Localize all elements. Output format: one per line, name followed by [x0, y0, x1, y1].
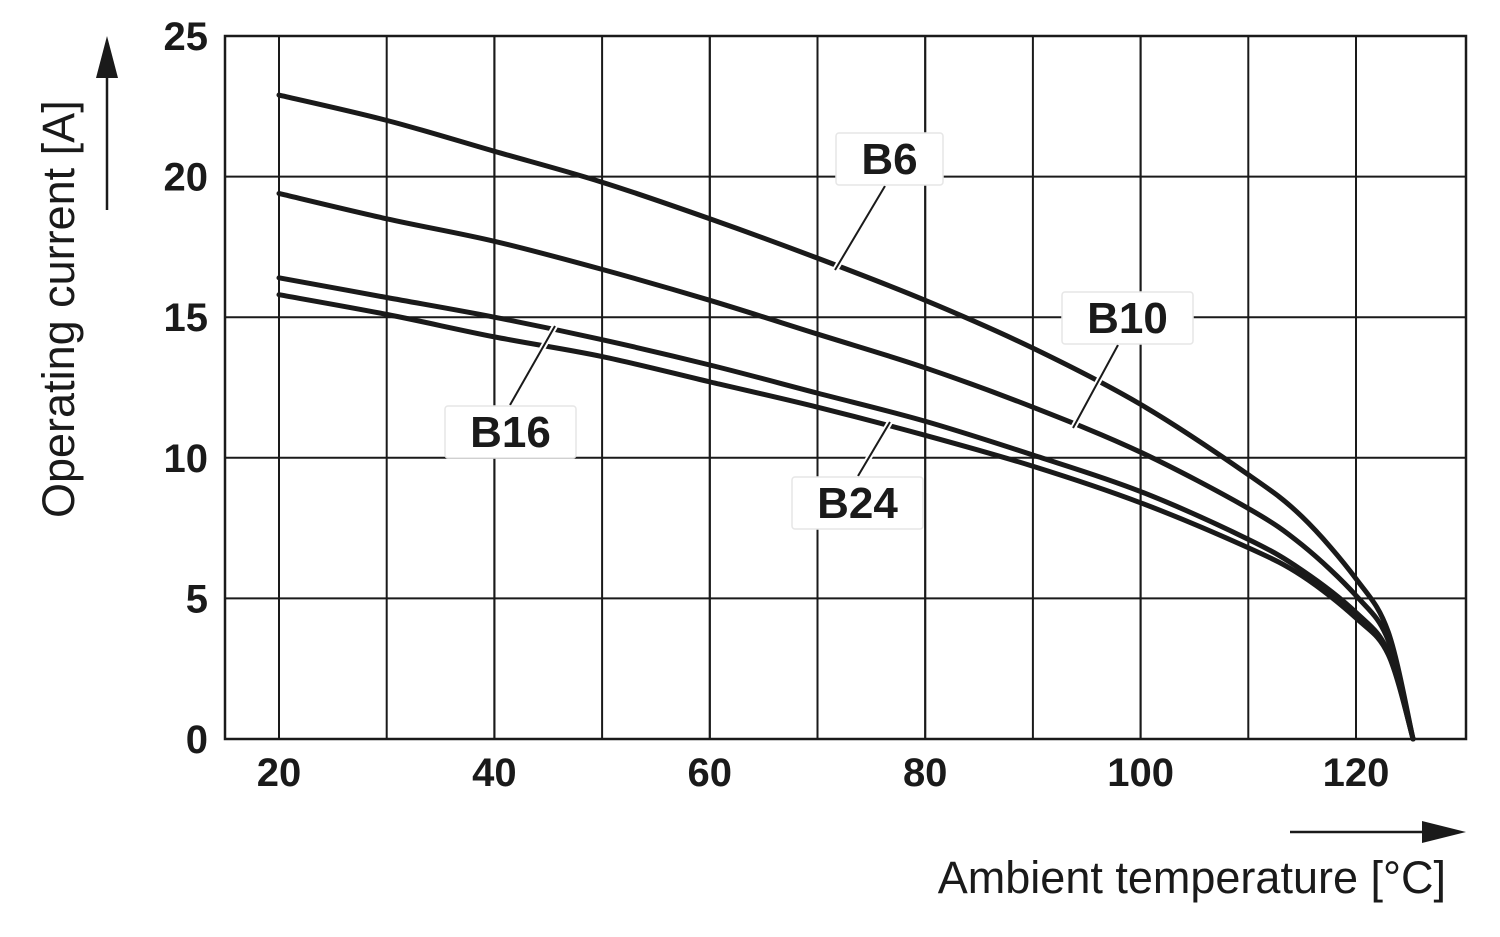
series-line-b6: [276, 92, 1416, 742]
plot-frame: [223, 34, 1468, 741]
label-box-b24: [791, 476, 924, 530]
y-tick-label: 25: [164, 15, 209, 59]
label-box-b16: [444, 405, 577, 459]
leader-line-b6: [834, 185, 886, 271]
x-tick-labels: 20 40 60 80 100 120: [257, 751, 1390, 795]
y-tick-labels: 0 5 10 15 20 25: [164, 15, 209, 762]
y-tick-label: 10: [164, 437, 209, 481]
series-line-b10: [276, 190, 1416, 742]
x-tick-label: 40: [472, 751, 517, 795]
series-line-b16: [276, 275, 1416, 742]
label-box-b6: [835, 132, 944, 186]
series-line-b24: [276, 292, 1416, 742]
leader-line-b10: [1072, 344, 1119, 429]
x-axis-title: Ambient temperature [°C]: [938, 852, 1446, 903]
y-tick-label: 0: [186, 718, 208, 762]
x-tick-label: 60: [688, 751, 733, 795]
series-label-b6: B6: [861, 135, 917, 184]
series-label-b16: B16: [470, 408, 551, 457]
y-tick-label: 5: [186, 577, 208, 621]
x-tick-label: 20: [257, 751, 302, 795]
x-tick-label: 120: [1323, 751, 1390, 795]
x-tick-label: 80: [903, 751, 948, 795]
y-tick-label: 15: [164, 296, 209, 340]
series-label-b10: B10: [1087, 294, 1168, 343]
label-box-b10: [1061, 291, 1194, 345]
y-axis-arrow: [96, 36, 118, 210]
y-axis-title: Operating current [A]: [33, 100, 84, 518]
series-lines: [276, 92, 1416, 742]
series-label-b24: B24: [817, 479, 898, 528]
x-axis-arrow: [1290, 821, 1466, 843]
x-tick-label: 100: [1107, 751, 1174, 795]
y-tick-label: 20: [164, 156, 209, 200]
leader-line-b24: [857, 421, 891, 477]
leader-line-b16: [509, 325, 556, 406]
series-labels: B6 B10 B16 B24: [444, 132, 1194, 530]
